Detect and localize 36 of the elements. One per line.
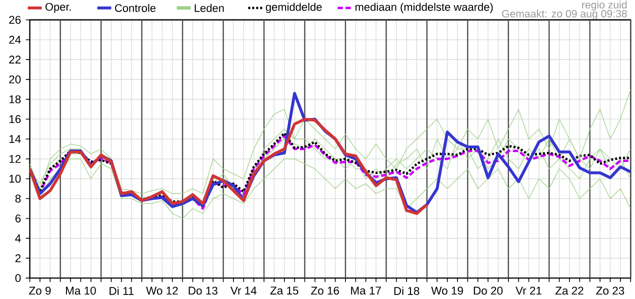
legend-label: Controle (115, 4, 156, 12)
chart-subtitle: Gemaakt: zo 09 aug 09:38 (502, 9, 627, 20)
y-tick-label: 10 (9, 174, 21, 183)
y-tick-label: 8 (15, 194, 21, 202)
y-tick-label: 24 (9, 36, 21, 44)
y-tick-label: 6 (15, 214, 21, 222)
x-tick-label: Vr 21 (516, 286, 542, 294)
y-tick-label: 14 (9, 134, 21, 143)
x-tick-label: Vr 14 (230, 286, 257, 294)
x-tick-label: Za 22 (555, 286, 584, 294)
x-tick-label: Za 15 (270, 286, 298, 294)
x-tick-label: Di 18 (394, 286, 420, 295)
y-tick-label: 22 (9, 55, 21, 64)
legend-label: gemiddelde (266, 2, 322, 13)
x-tick-label: Di 11 (110, 286, 134, 295)
x-tick-label: Wo 19 (431, 286, 463, 294)
y-tick-label: 12 (9, 154, 21, 163)
x-tick-label: Ma 17 (351, 286, 381, 294)
y-tick-label: 2 (15, 254, 21, 262)
x-tick-label: Zo 23 (596, 286, 624, 294)
y-tick-label: 20 (9, 75, 21, 84)
y-tick-label: 4 (15, 234, 21, 242)
y-tick-label: 18 (9, 95, 21, 104)
chart-title: regio zuid (582, 0, 627, 10)
x-tick-label: Ma 10 (66, 286, 96, 294)
x-tick-label: Wo 12 (146, 286, 178, 294)
x-tick-label: Do 20 (474, 286, 503, 294)
x-tick-label: Do 13 (188, 286, 218, 294)
legend-label: mediaan (middelste waarde) (356, 2, 493, 13)
x-tick-label: Zo 16 (311, 286, 339, 294)
y-tick-label: 0 (15, 274, 21, 282)
y-tick-label: 26 (9, 16, 21, 24)
y-tick-label: 16 (9, 114, 21, 123)
legend-label: Leden (194, 4, 224, 12)
x-tick-label: Zo 9 (29, 286, 51, 294)
legend-label: Oper. (45, 2, 71, 13)
